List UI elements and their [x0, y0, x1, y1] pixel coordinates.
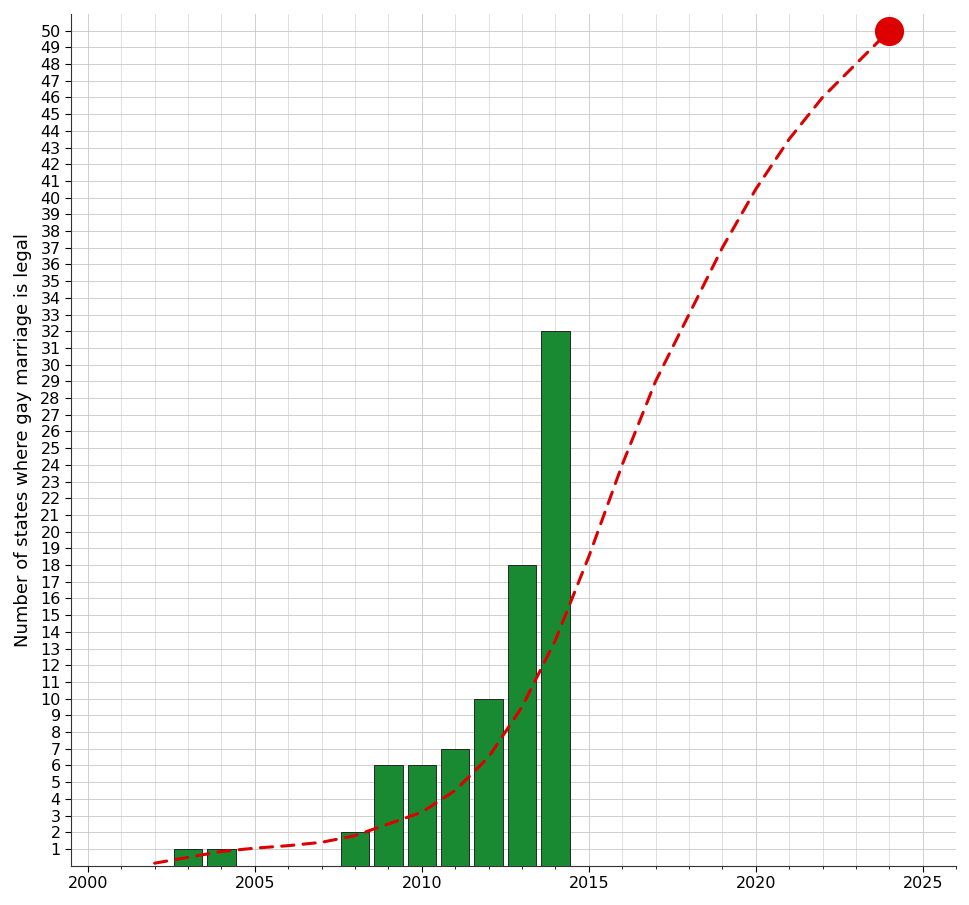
- Bar: [441, 748, 469, 866]
- Bar: [374, 766, 402, 866]
- Bar: [173, 849, 202, 866]
- Bar: [207, 849, 235, 866]
- Bar: [541, 331, 569, 866]
- Y-axis label: Number of states where gay marriage is legal: Number of states where gay marriage is l…: [14, 233, 32, 647]
- Point: [881, 24, 896, 38]
- Bar: [474, 699, 502, 866]
- Bar: [507, 565, 536, 866]
- Bar: [340, 833, 369, 866]
- Bar: [407, 766, 435, 866]
